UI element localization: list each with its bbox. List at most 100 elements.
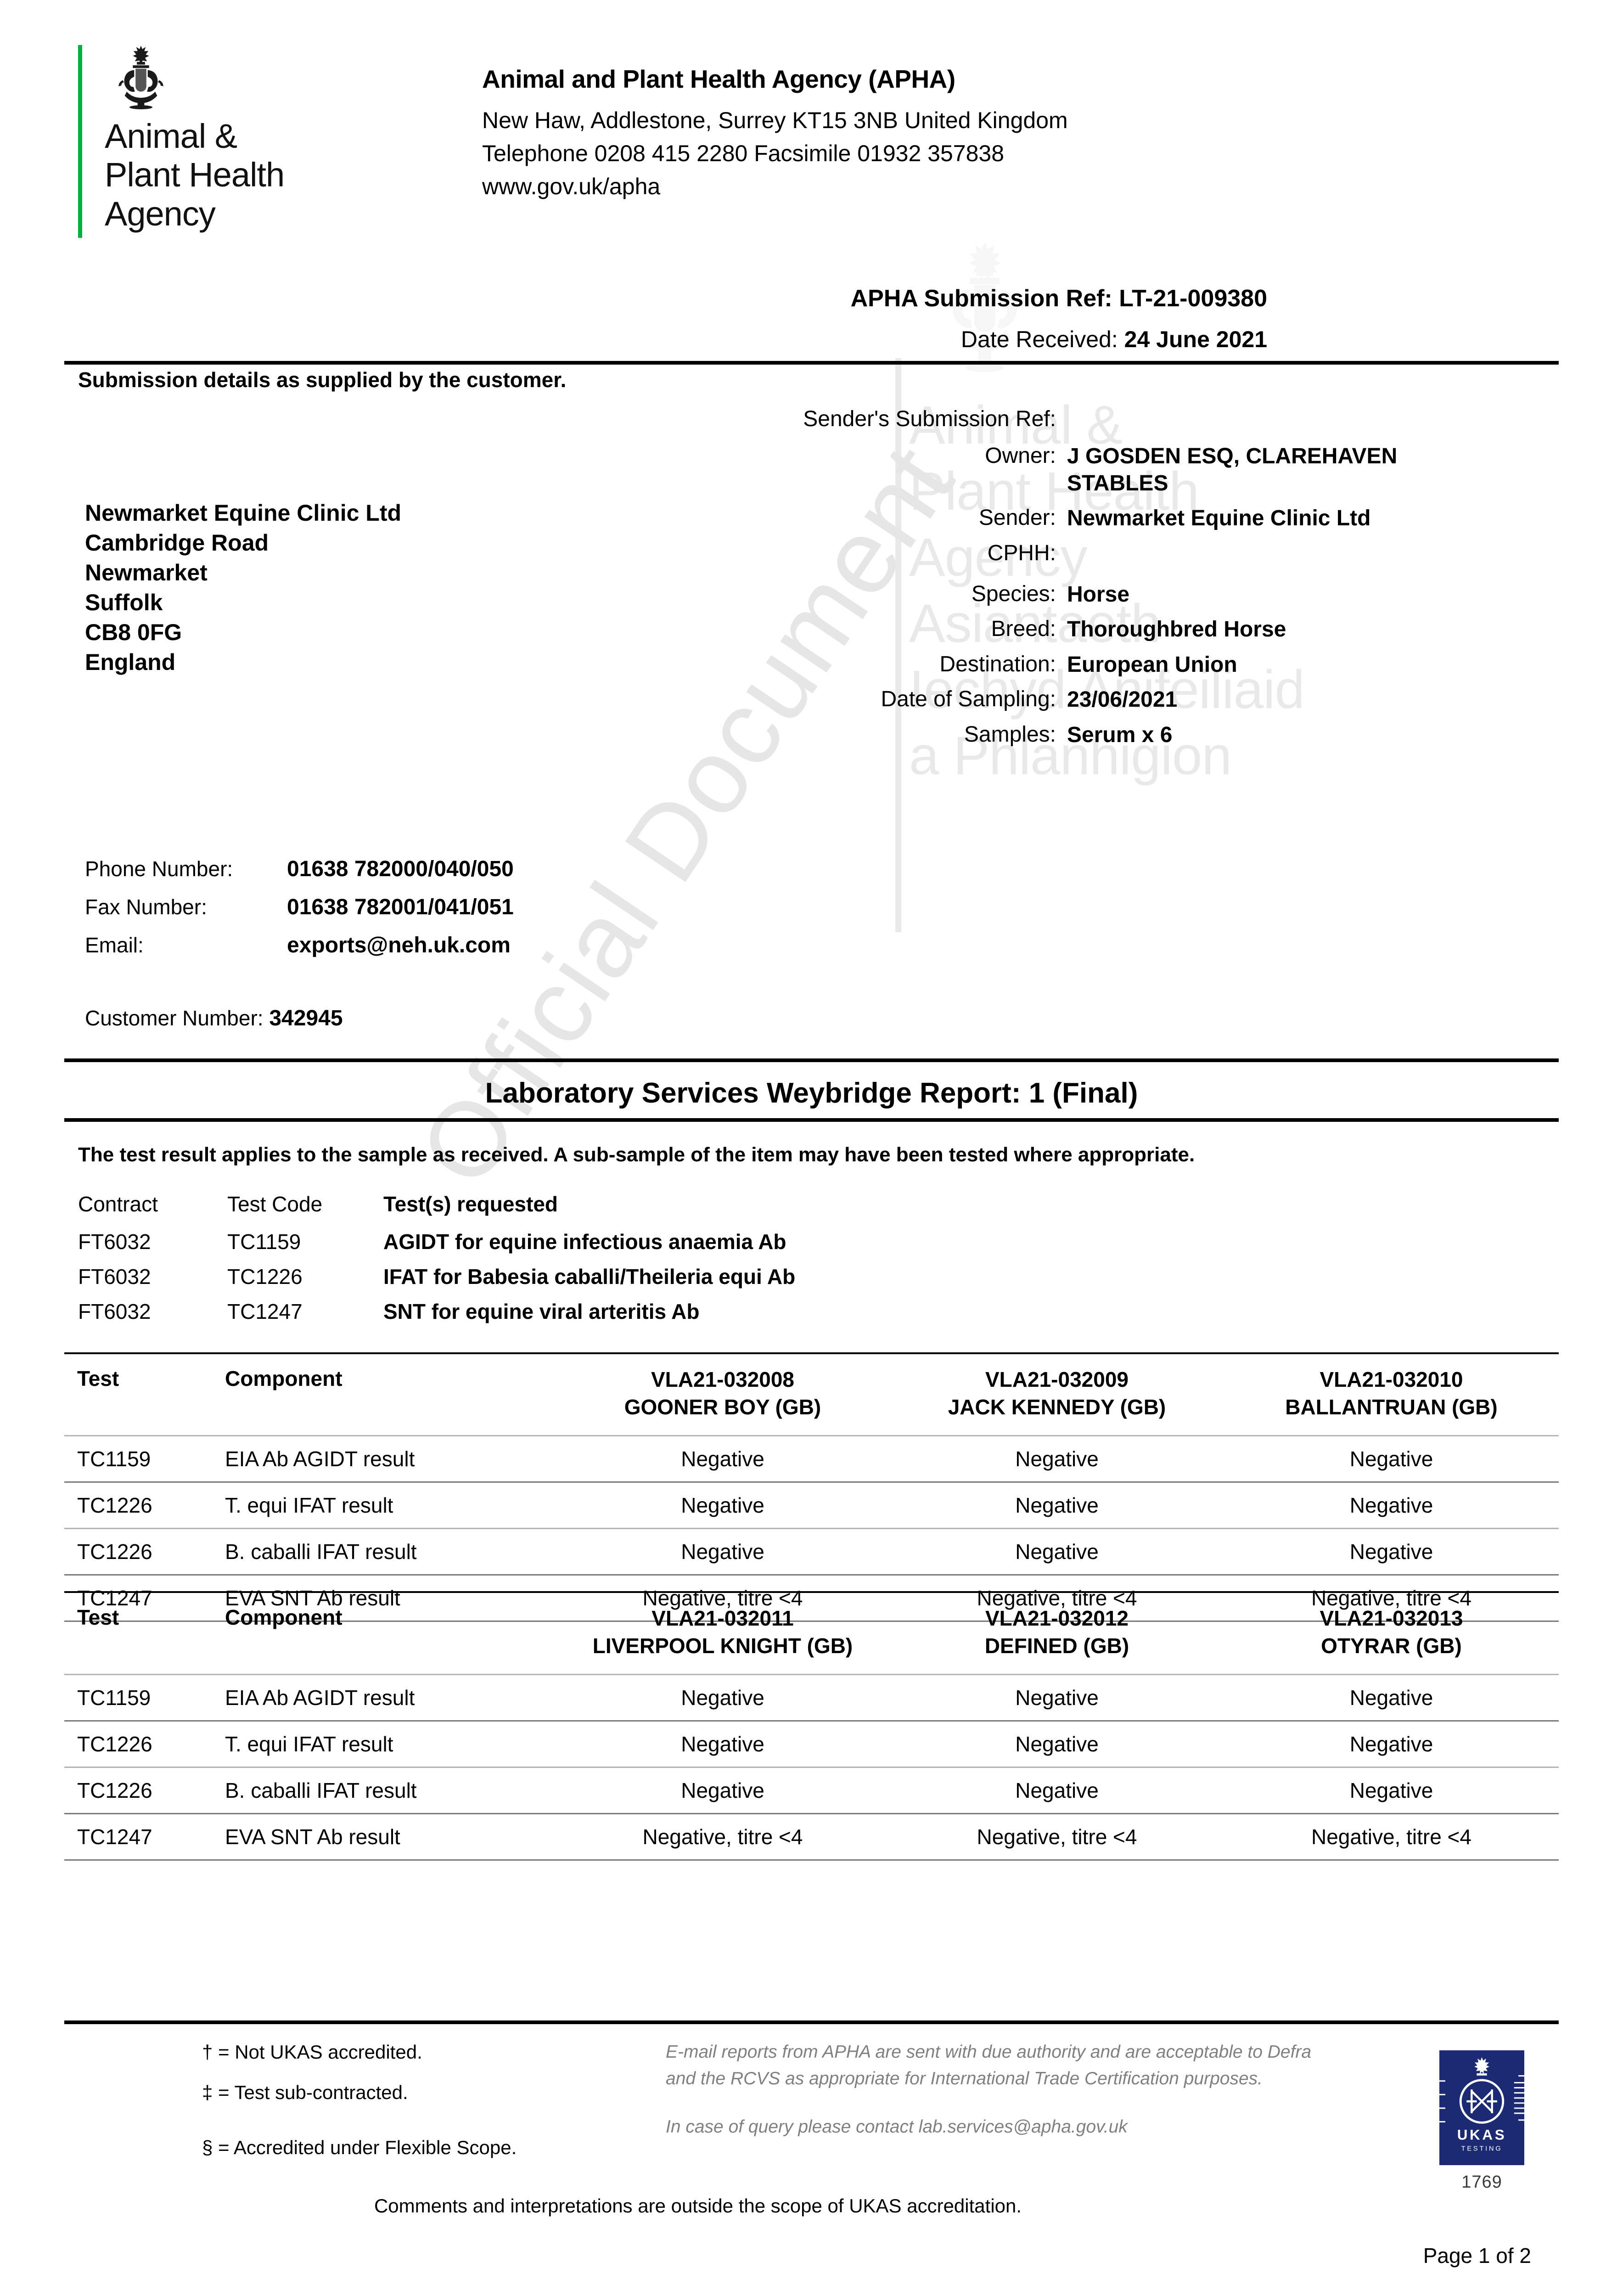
results-table-2: Test Component VLA21-032011 LIVERPOOL KN… — [64, 1591, 1559, 1861]
detail-value: Newmarket Equine Clinic Ltd — [1067, 506, 1371, 531]
col-header-sample: VLA21-032012 DEFINED (GB) — [890, 1591, 1224, 1675]
detail-label: Species: — [971, 581, 1056, 606]
test-code: TC1226 — [64, 1528, 216, 1576]
contract-value: FT6032 — [78, 1300, 151, 1323]
result-value: Negative — [1224, 1435, 1559, 1483]
detail-value: Thoroughbred Horse — [1067, 617, 1286, 642]
organisation-address: New Haw, Addlestone, Surrey KT15 3NB Uni… — [482, 107, 1068, 133]
logo-wordmark: Animal & Plant Health Agency — [105, 117, 285, 233]
date-received-label: Date Received: — [960, 326, 1118, 352]
col-header-sample: VLA21-032009 JACK KENNEDY (GB) — [890, 1352, 1224, 1436]
ukas-sub-text: TESTING — [1461, 2145, 1502, 2152]
test-code-value: TC1247 — [227, 1300, 303, 1323]
test-description: AGIDT for equine infectious anaemia Ab — [383, 1230, 786, 1254]
contact-label: Fax Number: — [85, 895, 207, 919]
detail-value: Horse — [1067, 582, 1130, 607]
footer-accreditation-notes: † = Not UKAS accredited. ‡ = Test sub-co… — [202, 2041, 615, 2177]
footer-note: § = Accredited under Flexible Scope. — [202, 2137, 517, 2158]
sample-id: VLA21-032010 — [1320, 1367, 1463, 1391]
col-header-contract: Contract — [78, 1192, 158, 1216]
col-header-test-code: Test Code — [227, 1192, 323, 1216]
royal-coat-of-arms-icon — [118, 45, 163, 109]
sample-name: BALLANTRUAN (GB) — [1285, 1395, 1498, 1419]
result-value: Negative — [890, 1767, 1224, 1814]
footer-italic-notes: E-mail reports from APHA are sent with d… — [666, 2039, 1331, 2140]
ukas-name-text: UKAS — [1457, 2127, 1507, 2143]
requested-tests-table: Contract Test Code Test(s) requested FT6… — [78, 1192, 795, 1334]
detail-value: J GOSDEN ESQ, CLAREHAVEN STABLES — [1067, 444, 1398, 495]
result-value: Negative — [890, 1721, 1224, 1768]
detail-label: Sender: — [978, 506, 1056, 530]
result-value: Negative — [1224, 1482, 1559, 1529]
contact-label: Email: — [85, 933, 144, 957]
submission-field-list: Owner: J GOSDEN ESQ, CLAREHAVEN STABLES … — [781, 443, 1607, 757]
detail-row: Species: Horse — [781, 581, 1607, 608]
sample-id: VLA21-032013 — [1320, 1606, 1463, 1630]
component-name: EIA Ab AGIDT result — [216, 1435, 556, 1483]
detail-label: Breed: — [991, 617, 1056, 642]
footer-note: † = Not UKAS accredited. — [202, 2041, 422, 2063]
contact-label: Phone Number: — [85, 857, 233, 881]
detail-value: 23/06/2021 — [1067, 687, 1178, 712]
col-header-sample: VLA21-032008 GOONER BOY (GB) — [556, 1352, 890, 1436]
page-number: Page 1 of 2 — [1423, 2244, 1531, 2268]
detail-row: Samples: Serum x 6 — [781, 722, 1607, 749]
component-name: B. caballi IFAT result — [216, 1528, 556, 1576]
date-received-value: 24 June 2021 — [1124, 326, 1267, 352]
footer-query-contact-note: In case of query please contact lab.serv… — [666, 2117, 1128, 2137]
sample-name: DEFINED (GB) — [984, 1633, 1129, 1658]
table-row: TC1159 EIA Ab AGIDT result Negative Nega… — [64, 1674, 1559, 1722]
test-code: TC1159 — [64, 1674, 216, 1722]
component-name: T. equi IFAT result — [216, 1482, 556, 1529]
table-row: TC1159 EIA Ab AGIDT result Negative Nega… — [64, 1435, 1559, 1483]
sample-id: VLA21-032011 — [651, 1606, 794, 1630]
detail-row: CPHH: — [781, 540, 1607, 566]
table-row: TC1226 B. caballi IFAT result Negative N… — [64, 1528, 1559, 1576]
table-row: TC1226 B. caballi IFAT result Negative N… — [64, 1767, 1559, 1814]
detail-row: Owner: J GOSDEN ESQ, CLAREHAVEN STABLES — [781, 443, 1607, 497]
logo-green-rule — [78, 45, 82, 238]
footer-comments-note: Comments and interpretations are outside… — [374, 2195, 1022, 2217]
col-header-tests-requested: Test(s) requested — [383, 1192, 558, 1216]
sample-id: VLA21-032009 — [985, 1367, 1129, 1391]
col-header-test: Test — [64, 1352, 216, 1436]
test-code: TC1226 — [64, 1721, 216, 1768]
detail-label: Owner: — [985, 444, 1056, 468]
col-header-sample: VLA21-032011 LIVERPOOL KNIGHT (GB) — [556, 1591, 890, 1675]
test-code: TC1226 — [64, 1767, 216, 1814]
organisation-website[interactable]: www.gov.uk/apha — [482, 174, 661, 199]
result-value: Negative — [890, 1528, 1224, 1576]
results-table-1: Test Component VLA21-032008 GOONER BOY (… — [64, 1352, 1559, 1622]
apha-submission-ref: APHA Submission Ref: LT-21-009380 — [0, 285, 1267, 312]
contact-value[interactable]: exports@neh.uk.com — [287, 933, 511, 957]
detail-label: Samples: — [964, 722, 1056, 747]
sample-name: OTYRAR (GB) — [1321, 1633, 1462, 1658]
report-title-top-rule — [64, 1058, 1559, 1062]
customer-address: Newmarket Equine Clinic Ltd Cambridge Ro… — [85, 500, 402, 675]
ukas-logo-svg: UKAS TESTING — [1439, 2050, 1524, 2165]
ukas-number: 1769 — [1461, 2172, 1502, 2192]
test-code: TC1247 — [64, 1813, 216, 1861]
contact-value: 01638 782001/041/051 — [287, 895, 514, 919]
result-value: Negative — [556, 1482, 890, 1529]
test-result-note: The test result applies to the sample as… — [78, 1143, 1195, 1166]
ukas-accreditation-mark: UKAS TESTING 1769 — [1439, 2050, 1524, 2192]
customer-number-label: Customer Number: — [85, 1006, 264, 1030]
organisation-name: Animal and Plant Health Agency (APHA) — [482, 65, 955, 93]
component-name: EVA SNT Ab result — [216, 1813, 556, 1861]
sample-name: GOONER BOY (GB) — [624, 1395, 821, 1419]
contact-row: Email: exports@neh.uk.com — [85, 933, 514, 958]
result-value: Negative — [556, 1767, 890, 1814]
customer-number: Customer Number: 342945 — [85, 1006, 343, 1031]
table-row: FT6032 TC1247 SNT for equine viral arter… — [78, 1299, 795, 1334]
apha-logo: Animal & Plant Health Agency — [78, 32, 372, 248]
report-title: Laboratory Services Weybridge Report: 1 … — [485, 1077, 1138, 1109]
test-description: SNT for equine viral arteritis Ab — [383, 1300, 700, 1323]
result-value: Negative — [1224, 1767, 1559, 1814]
detail-row: Date of Sampling: 23/06/2021 — [781, 687, 1607, 714]
ukas-logo-icon: UKAS TESTING — [1439, 2050, 1524, 2165]
detail-row: Sender: Newmarket Equine Clinic Ltd — [781, 505, 1607, 532]
header-divider-rule — [64, 361, 1559, 365]
detail-value: European Union — [1067, 652, 1237, 677]
sample-id: VLA21-032008 — [651, 1367, 794, 1391]
